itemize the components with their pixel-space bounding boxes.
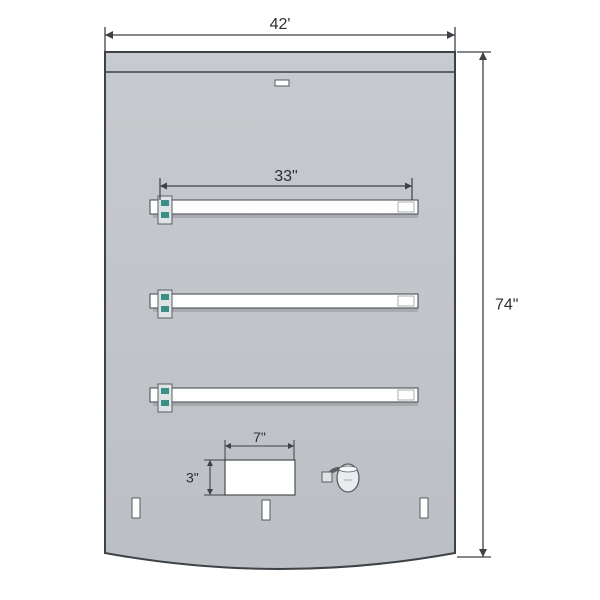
- dim-height-label: 74": [495, 297, 518, 314]
- slot: [132, 498, 140, 518]
- dim-plate-h-label: 3": [186, 470, 199, 486]
- dim-width-label: 42': [270, 16, 291, 33]
- drawing-svg: 42' 74" 33" 7" 3": [0, 0, 600, 600]
- slot: [275, 80, 289, 86]
- access-plate: [225, 460, 295, 495]
- mounting-bar: [150, 294, 418, 308]
- dim-bar-label: 33": [274, 168, 297, 185]
- mounting-bar: [150, 200, 418, 214]
- slot: [262, 500, 270, 520]
- dimension-drawing: 42' 74" 33" 7" 3": [0, 0, 600, 600]
- dim-plate-w-label: 7": [253, 429, 266, 445]
- slot: [420, 498, 428, 518]
- mounting-bar: [150, 388, 418, 402]
